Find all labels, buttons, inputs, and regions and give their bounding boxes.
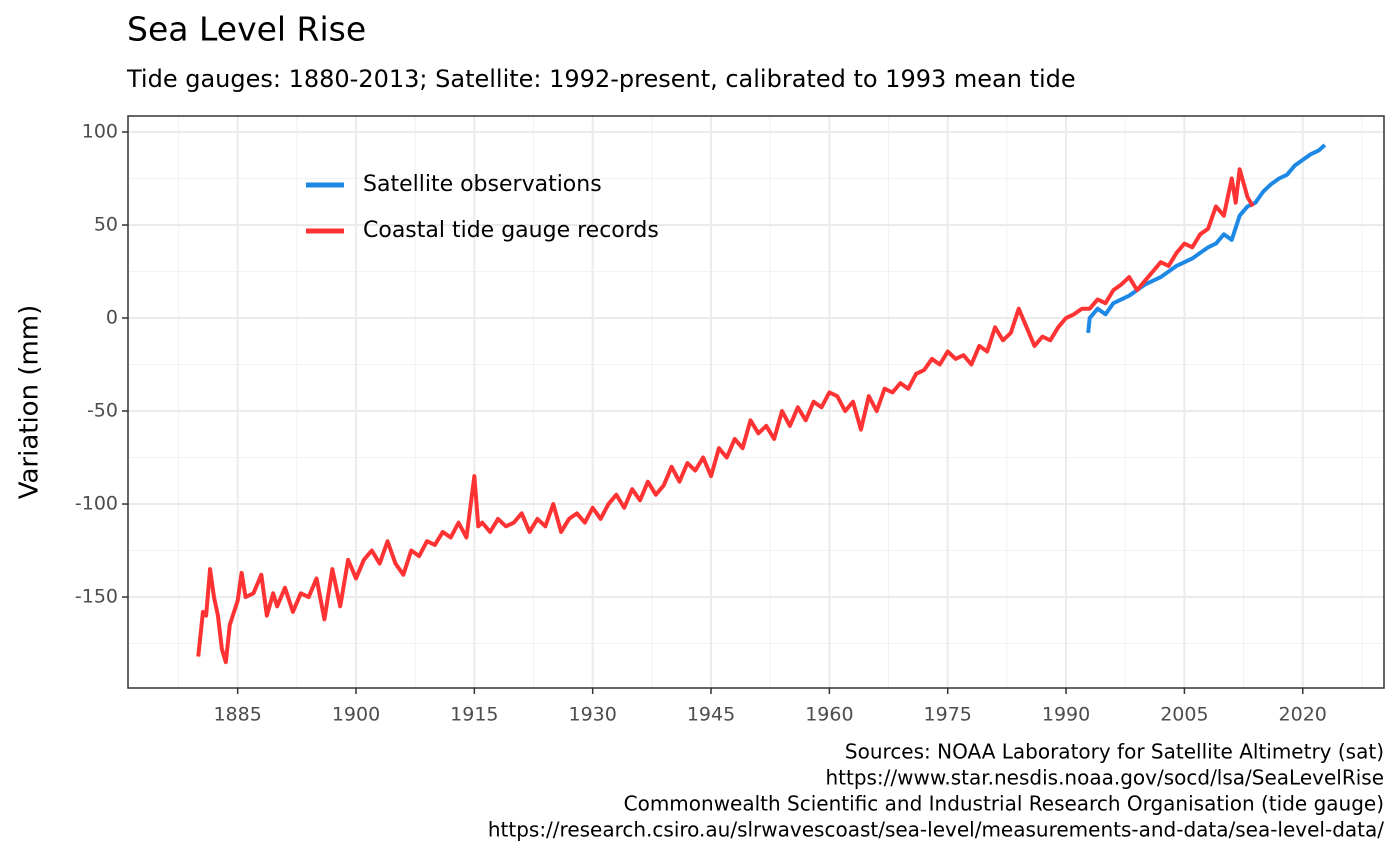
y-tick-label: -50 xyxy=(87,400,118,422)
x-tick-label: 2005 xyxy=(1160,704,1208,726)
caption: https://www.star.nesdis.noaa.gov/socd/ls… xyxy=(825,766,1384,790)
caption: Sources: NOAA Laboratory for Satellite A… xyxy=(845,740,1384,764)
y-tick-label: -100 xyxy=(75,493,118,515)
legend-label: Coastal tide gauge records xyxy=(363,218,659,243)
x-tick-label: 1930 xyxy=(569,704,617,726)
line-series xyxy=(196,167,1255,665)
x-tick-label: 1885 xyxy=(213,704,261,726)
y-tick-label: 50 xyxy=(94,214,118,236)
chart-title: Sea Level Rise xyxy=(127,10,366,49)
x-tick-label: 1915 xyxy=(450,704,498,726)
y-tick-label: 0 xyxy=(106,307,118,329)
x-tick-label: 1945 xyxy=(687,704,735,726)
y-axis-label: Variation (mm) xyxy=(15,305,45,500)
x-tick-label: 2020 xyxy=(1279,704,1327,726)
x-tick-label: 1975 xyxy=(924,704,972,726)
line-series xyxy=(1086,143,1327,334)
x-tick-label: 1960 xyxy=(805,704,853,726)
caption: https://research.csiro.au/slrwavescoast/… xyxy=(488,818,1384,842)
plot-border xyxy=(127,115,1385,689)
x-tick-label: 1990 xyxy=(1042,704,1090,726)
y-tick-label: 100 xyxy=(82,120,118,142)
x-tick-label: 1900 xyxy=(332,704,380,726)
legend-label: Satellite observations xyxy=(363,172,602,197)
caption: Commonwealth Scientific and Industrial R… xyxy=(624,792,1384,816)
y-tick-label: -150 xyxy=(75,586,118,608)
chart-subtitle: Tide gauges: 1880-2013; Satellite: 1992-… xyxy=(126,65,1076,93)
